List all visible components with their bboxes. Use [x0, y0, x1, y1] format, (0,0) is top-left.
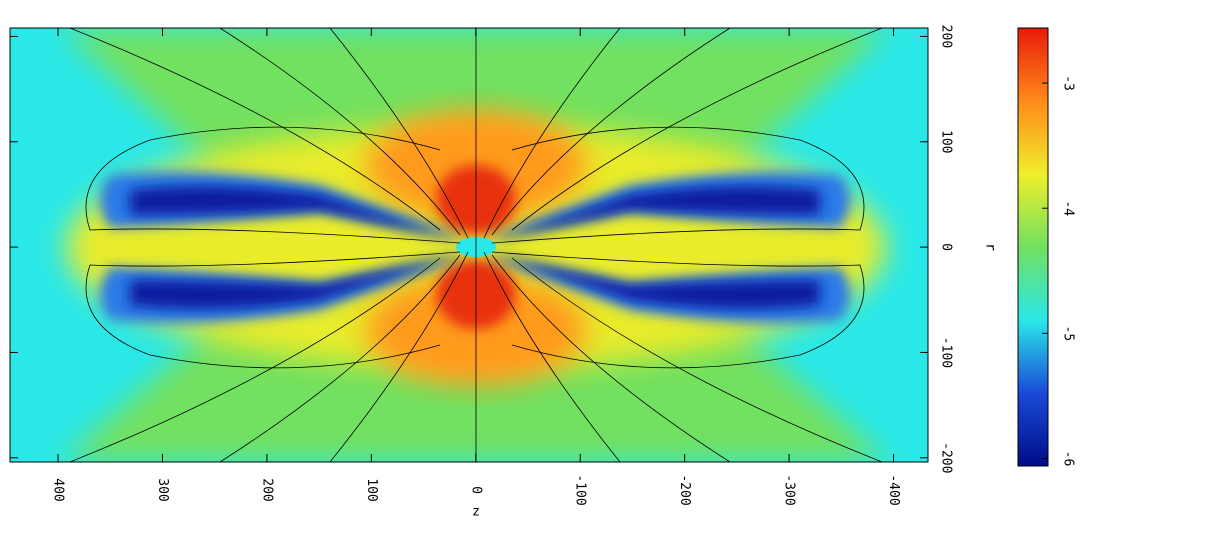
x-tick-label: -200 — [677, 474, 692, 505]
y-tick-label: -200 — [939, 442, 954, 473]
y-tick-label: 0 — [939, 243, 954, 251]
x-tick-label: -400 — [886, 474, 901, 505]
x-tick-label: -100 — [573, 474, 588, 505]
y-tick-label: -100 — [939, 337, 954, 368]
colorbar — [1017, 27, 1049, 467]
colorbar-tick-label: -4 — [1061, 200, 1076, 216]
streamlines — [69, 28, 883, 462]
x-tick-label: 200 — [259, 478, 274, 501]
x-tick-label: 400 — [51, 478, 66, 501]
colorbar-tick-label: -6 — [1061, 451, 1076, 467]
x-axis-label: z — [472, 505, 480, 520]
x-tick-label: -300 — [782, 474, 797, 505]
x-tick-label: 300 — [155, 478, 170, 501]
y-axis-label: r — [983, 243, 998, 251]
plot-frame — [9, 27, 929, 463]
colorbar-tick-label: -3 — [1061, 75, 1076, 91]
x-tick-label: 100 — [364, 478, 379, 501]
colorbar-tick-label: -5 — [1061, 326, 1076, 342]
x-tick-label: 0 — [468, 486, 483, 494]
y-tick-label: 200 — [939, 25, 954, 48]
y-tick-label: 100 — [939, 130, 954, 153]
heatmap — [10, 28, 928, 462]
